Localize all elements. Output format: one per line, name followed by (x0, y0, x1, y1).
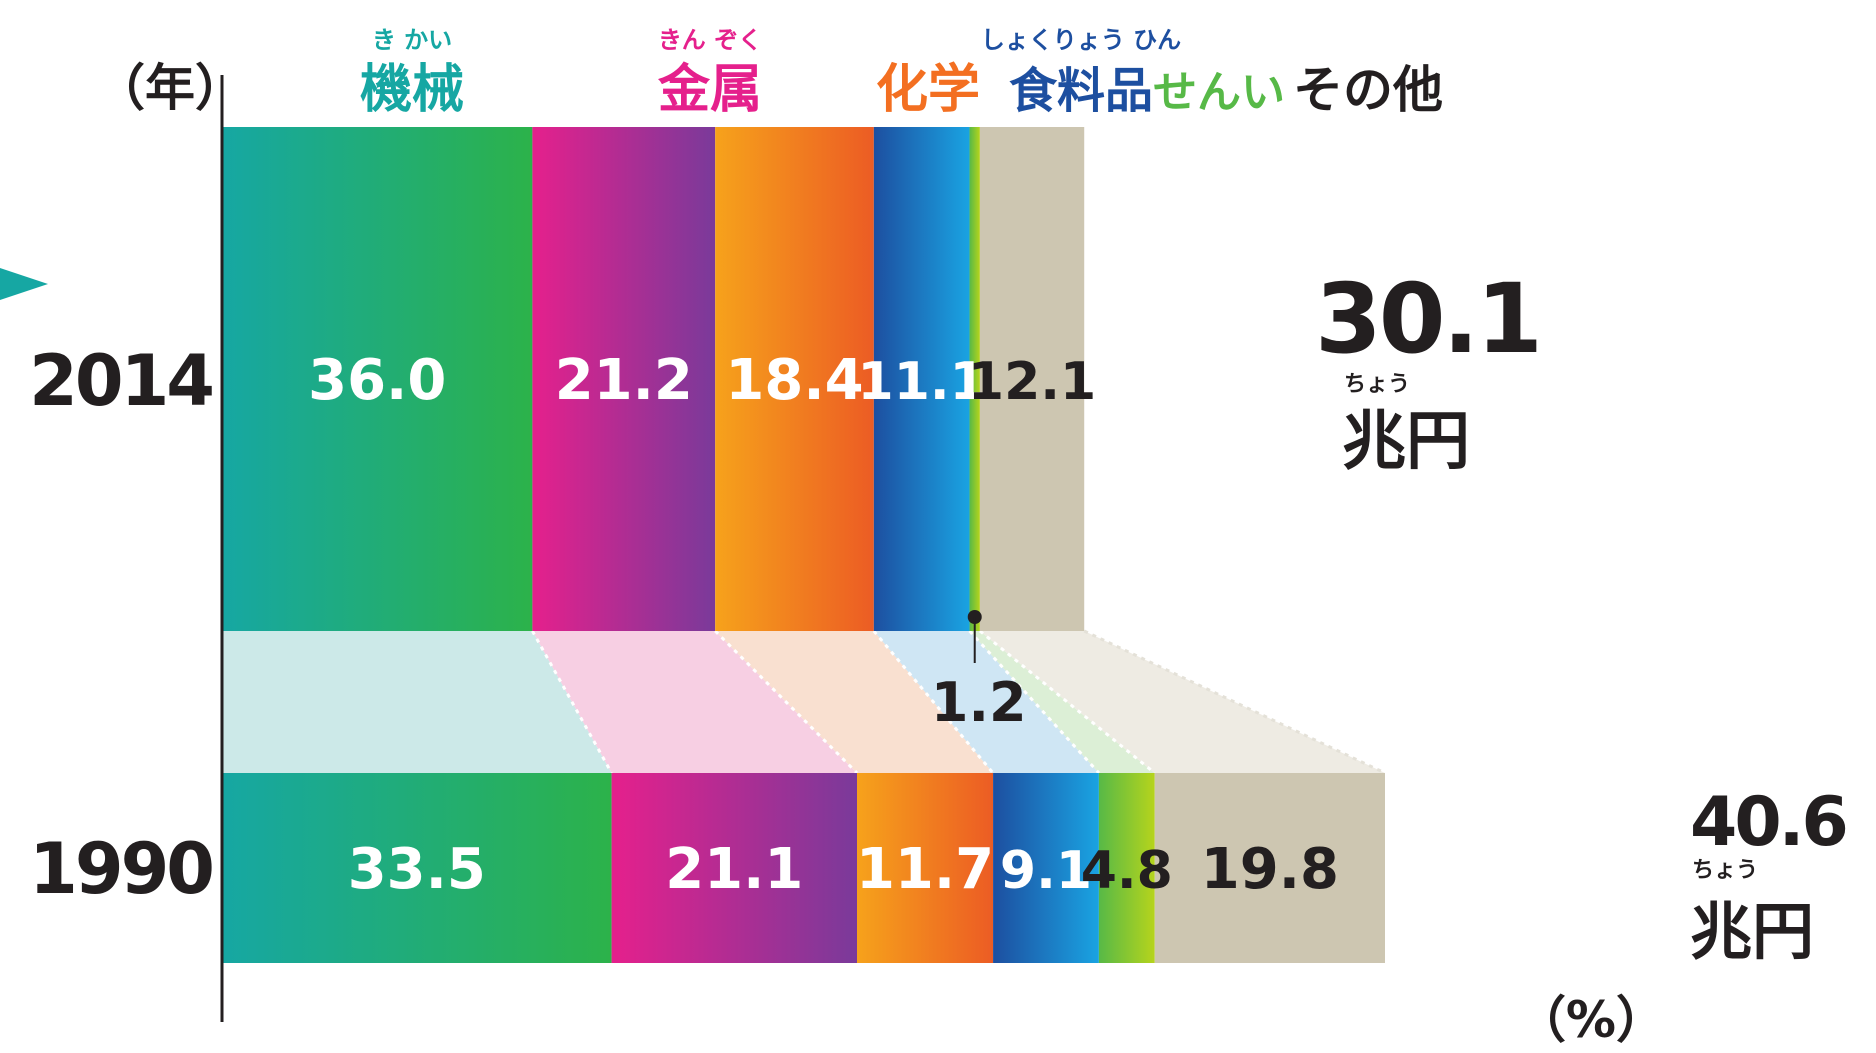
bar-segment (1098, 773, 1155, 963)
connector-divider (872, 630, 995, 774)
pointer-arrow-icon (0, 268, 48, 300)
value-label: 21.2 (555, 348, 693, 413)
total-unit: 兆円 (1690, 895, 1814, 968)
total-value: 40.6 (1690, 783, 1846, 862)
value-label: 4.8 (1081, 841, 1173, 901)
category-label: 2014 (29, 340, 212, 422)
connector-bands (222, 629, 1386, 775)
bar-segment (222, 127, 533, 631)
series-label: 食料品 (1009, 63, 1153, 119)
value-label: 9.1 (1000, 841, 1092, 901)
series-ruby: きん ぞく (658, 26, 762, 54)
connector-band (969, 631, 1155, 773)
bar-segment (979, 127, 1085, 631)
series-ruby: き かい (372, 26, 452, 54)
y-axis-unit: （年） (95, 59, 245, 117)
series-label: 化学 (876, 60, 980, 120)
bar-segment (532, 127, 716, 631)
connector-divider (714, 629, 859, 775)
bar-segment (856, 773, 994, 963)
series-label: せんい (1153, 67, 1285, 118)
connector-divider (1083, 629, 1386, 775)
value-label: 11.7 (856, 837, 994, 902)
bar-segment (1154, 773, 1385, 963)
connector-band (715, 631, 994, 773)
connector-band (222, 631, 612, 773)
value-label: 21.1 (665, 837, 803, 902)
series-label: その他 (1293, 61, 1443, 119)
series-label: 金属 (657, 60, 762, 120)
total-ruby: ちょう (1692, 858, 1758, 883)
bars (220, 75, 1385, 1022)
total-unit: 兆円 (1342, 405, 1470, 479)
value-label: 19.8 (1201, 837, 1339, 902)
series-ruby: しょくりょう ひん (981, 26, 1181, 54)
connector-band (873, 631, 1099, 773)
bar-segment (611, 773, 857, 963)
value-label: 33.5 (348, 837, 486, 902)
bar-segment (222, 773, 612, 963)
bar-segment (715, 127, 874, 631)
connector-band (979, 631, 1385, 773)
series-label: 機械 (360, 60, 464, 120)
value-label: 1.2 (931, 671, 1027, 734)
value-label: 36.0 (308, 348, 446, 413)
bar-segment (873, 127, 970, 631)
value-label: 18.4 (725, 348, 863, 413)
value-label: 11.1 (858, 352, 986, 412)
bar-segment (993, 773, 1099, 963)
x-axis-unit: （%） (1516, 991, 1666, 1049)
connector-divider (531, 630, 613, 774)
bar-segment (969, 127, 980, 631)
total-value: 30.1 (1315, 263, 1540, 375)
total-ruby: ちょう (1344, 372, 1410, 397)
connector-divider (978, 629, 1156, 775)
value-label: 12.1 (968, 352, 1096, 412)
connector-band (532, 631, 857, 773)
category-label: 1990 (29, 828, 212, 910)
